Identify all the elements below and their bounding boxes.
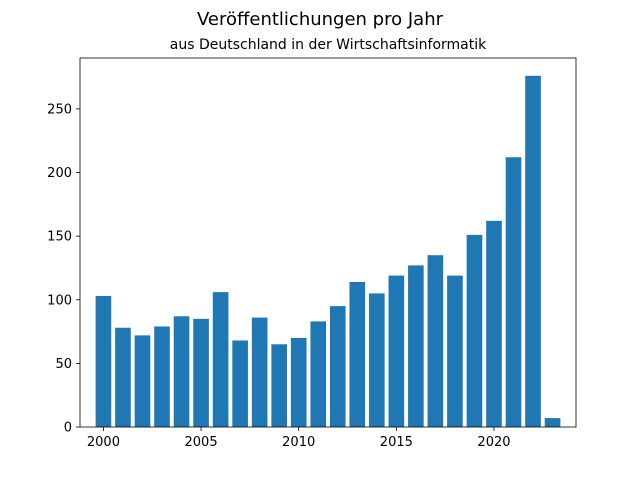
bar-2015	[388, 275, 405, 427]
chart-title: Veröffentlichungen pro Jahr	[197, 9, 444, 30]
bar-2023	[544, 418, 561, 427]
bar-2002	[134, 335, 151, 427]
bar-2017	[427, 255, 444, 427]
bar-2006	[212, 292, 229, 427]
x-tick-label-2015: 2015	[380, 435, 413, 450]
chart-subtitle: aus Deutschland in der Wirtschaftsinform…	[170, 37, 487, 53]
bar-2011	[310, 321, 327, 427]
bar-2016	[408, 265, 424, 427]
bar-2004	[173, 316, 190, 427]
x-axis-ticks: 2000 2005 2010 2015 2020	[87, 427, 511, 450]
bar-2020	[486, 220, 502, 427]
x-tick-label-2005: 2005	[185, 435, 218, 450]
y-tick-label-150: 150	[47, 230, 72, 245]
y-tick-label-250: 250	[47, 102, 72, 117]
y-tick-label-100: 100	[47, 293, 72, 308]
bar-2000	[95, 295, 112, 427]
x-tick-label-2000: 2000	[87, 435, 120, 450]
bar-2012	[329, 306, 346, 427]
bars	[95, 75, 561, 427]
bar-2001	[115, 327, 131, 427]
bar-2009	[271, 344, 287, 427]
y-tick-label-200: 200	[47, 166, 72, 181]
bar-2008	[251, 317, 268, 427]
plot-frame	[79, 57, 577, 428]
bar-2018	[447, 275, 463, 427]
bar-2019	[466, 234, 483, 427]
bar-2007	[232, 340, 248, 427]
bar-2021	[505, 157, 522, 427]
y-tick-label-0: 0	[64, 421, 72, 436]
bar-2010	[290, 337, 307, 427]
bar-2014	[369, 293, 385, 427]
x-tick-label-2010: 2010	[282, 435, 315, 450]
x-tick-label-2020: 2020	[477, 435, 510, 450]
bar-2005	[193, 318, 209, 427]
bar-2003	[154, 326, 170, 427]
y-tick-label-50: 50	[55, 357, 72, 372]
bar-2022	[525, 75, 541, 427]
bar-2013	[349, 281, 366, 427]
y-axis-ticks: 0 50 100 150 200 250	[47, 102, 80, 436]
